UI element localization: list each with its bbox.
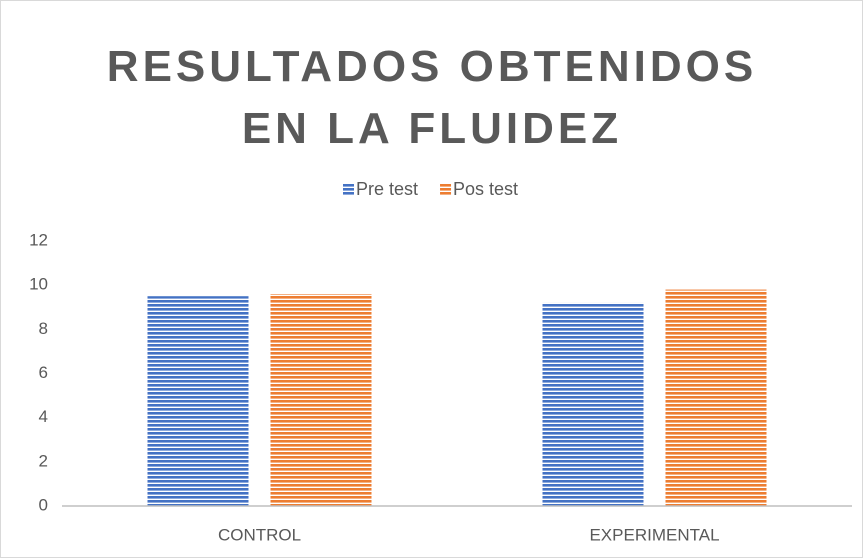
y-tick-label: 12	[29, 230, 48, 249]
y-tick-label: 2	[39, 451, 48, 470]
y-tick-label: 8	[39, 319, 48, 338]
y-tick-label: 10	[29, 275, 48, 294]
legend-label: Pos test	[453, 179, 518, 199]
bar	[665, 289, 767, 506]
x-tick-label: EXPERIMENTAL	[589, 525, 719, 544]
y-tick-label: 6	[39, 363, 48, 382]
legend-swatch	[440, 184, 452, 195]
bar	[270, 294, 372, 506]
y-tick-label: 4	[39, 407, 48, 426]
x-tick-label: CONTROL	[218, 525, 301, 544]
y-tick-label: 0	[39, 495, 48, 514]
legend-swatch	[343, 184, 354, 195]
chart-title: RESULTADOS OBTENIDOS EN LA FLUIDEZ	[106, 42, 758, 153]
legend-label: Pre test	[356, 179, 418, 199]
bar	[147, 296, 249, 506]
bar	[542, 302, 644, 506]
